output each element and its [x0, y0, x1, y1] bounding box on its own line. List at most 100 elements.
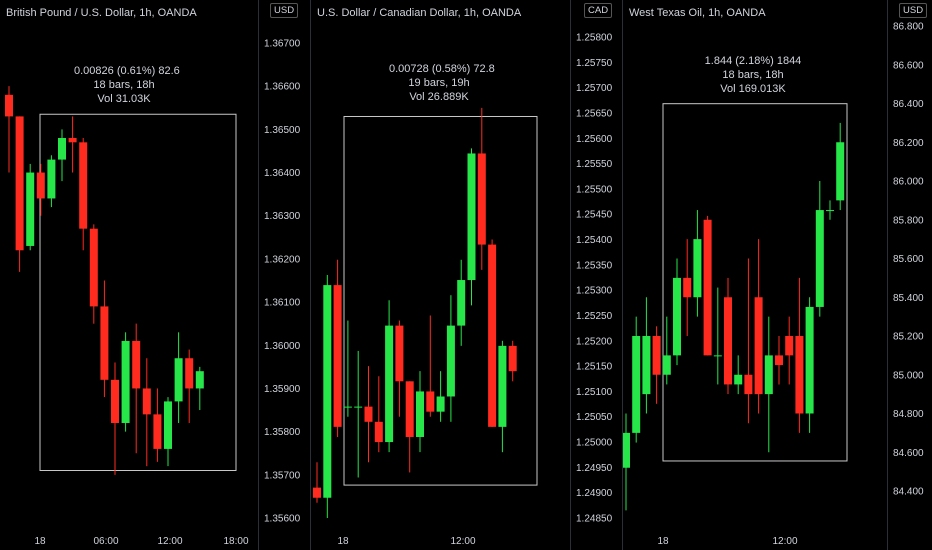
price-axis-label: 1.36600 [264, 82, 301, 93]
price-axis-label: 1.35800 [264, 427, 301, 438]
measure-box [662, 103, 848, 462]
chart-panel-usdcad[interactable]: 18 12:00 U.S. Dollar / Canadian Dollar, 1… [311, 0, 570, 550]
currency-label[interactable]: USD [899, 3, 928, 18]
candle-up [354, 406, 363, 408]
chart-title: British Pound / U.S. Dollar, 1h, OANDA [6, 7, 197, 19]
candle-up [498, 345, 507, 427]
candle-up [734, 374, 743, 385]
price-axis-label: 1.24900 [576, 488, 613, 499]
candle-up [416, 391, 424, 437]
price-axis-label: 1.25000 [576, 438, 613, 449]
price-axis-label: 1.25750 [576, 58, 613, 69]
candle-up [805, 306, 814, 414]
price-axis-label: 1.25600 [576, 134, 613, 145]
price-axis-usdcad[interactable]: 1.25800 1.25750 1.25700 1.25650 1.25600 1.255… [570, 0, 622, 550]
candle-down [153, 414, 162, 449]
candle-up [26, 172, 35, 246]
price-axis-label: 1.24850 [576, 514, 613, 525]
price-axis-label: 1.25500 [576, 184, 613, 195]
price-axis-label: 1.25650 [576, 108, 613, 119]
price-axis-label: 1.25550 [576, 159, 613, 170]
price-axis-label: 1.36000 [264, 341, 301, 352]
price-axis-label: 84.400 [893, 487, 924, 498]
price-axis-label: 86.000 [893, 177, 924, 188]
measure-bars: 18 bars, 18h [93, 79, 155, 91]
time-axis-label: 18 [337, 536, 349, 547]
measure-volume: Vol 31.03K [97, 93, 151, 105]
price-axis-label: 1.35900 [264, 384, 301, 395]
candle-down [79, 142, 88, 229]
measure-info: 1.844 (2.18%) 1844 18 bars, 18h Vol 169.… [703, 54, 803, 96]
price-axis-label: 1.35600 [264, 514, 301, 525]
measure-change: 1.844 (2.18%) 1844 [704, 55, 802, 67]
time-axis-label: 12:00 [772, 536, 797, 547]
panel-divider[interactable] [310, 0, 311, 550]
price-axis-label: 1.25100 [576, 387, 613, 398]
candle-down [364, 406, 373, 422]
candle-down [477, 153, 486, 245]
price-axis-gbpusd[interactable]: 1.36700 1.36600 1.36500 1.36400 1.36300 1.362… [258, 0, 310, 550]
price-axis-label: 1.36500 [264, 125, 301, 136]
price-axis-label: 1.25400 [576, 235, 613, 246]
candle-up [121, 340, 130, 423]
measure-change: 0.00826 (0.61%) 82.6 [74, 65, 180, 77]
price-axis-label: 1.25050 [576, 412, 613, 423]
candle-down [5, 94, 13, 117]
candle-up [693, 239, 702, 298]
panel-divider[interactable] [622, 0, 623, 550]
panel-divider [258, 0, 259, 550]
candle-up [836, 142, 845, 201]
candle-down [142, 388, 151, 415]
candle-up [323, 285, 332, 498]
candle-up [632, 336, 641, 433]
currency-label[interactable]: CAD [584, 3, 613, 18]
price-axis-wtico[interactable]: 86.800 86.600 86.400 86.200 86.000 85.800 85.6… [887, 0, 932, 550]
candle-up [47, 159, 56, 199]
candle-up [446, 325, 455, 397]
measure-volume: Vol 169.013K [720, 83, 786, 95]
price-axis-label: 1.36300 [264, 211, 301, 222]
currency-label[interactable]: USD [270, 3, 299, 18]
candle-up [826, 210, 834, 212]
candle-down [111, 379, 119, 423]
candles-usdcad[interactable]: 18 12:00 [311, 0, 570, 550]
candle-down [488, 244, 497, 427]
price-axis-label: 85.400 [893, 293, 924, 304]
chart-panel-wtico[interactable]: 18 12:00 West Texas Oil, 1h, OANDA 1.844 … [623, 0, 887, 550]
price-axis-label: 1.36200 [264, 254, 301, 265]
time-axis-label: 06:00 [93, 536, 118, 547]
candle-down [683, 277, 692, 298]
candle-down [405, 381, 414, 437]
candle-up [713, 355, 722, 357]
candle-up [662, 355, 671, 375]
candle-up [623, 432, 630, 468]
candle-down [68, 138, 77, 143]
candle-up [343, 406, 352, 408]
price-axis-label: 86.400 [893, 99, 924, 110]
chart-panel-gbpusd[interactable]: 18 06:00 12:00 18:00 British Pound / U.S. D… [0, 0, 258, 550]
candle-up [436, 396, 445, 412]
candle-down [313, 487, 321, 498]
price-axis-label: 86.600 [893, 60, 924, 71]
panel-divider [887, 0, 888, 550]
price-axis-label: 1.25200 [576, 336, 613, 347]
candle-down [754, 297, 763, 395]
price-axis-label: 84.800 [893, 409, 924, 420]
candle-down [426, 391, 435, 412]
candle-down [744, 374, 753, 395]
candle-down [89, 228, 98, 307]
price-axis-label: 1.24950 [576, 463, 613, 474]
candle-down [775, 355, 783, 366]
chart-title: West Texas Oil, 1h, OANDA [629, 7, 766, 19]
time-axis-label: 18:00 [223, 536, 248, 547]
candle-down [15, 116, 24, 251]
candles-gbpusd[interactable]: 18 06:00 12:00 18:00 [0, 0, 258, 550]
candle-down [185, 358, 194, 389]
price-axis-label: 85.200 [893, 332, 924, 343]
candle-down [333, 285, 342, 427]
candle-down [100, 306, 109, 380]
price-axis-label: 1.36700 [264, 39, 301, 50]
candle-down [724, 297, 732, 385]
price-axis-label: 85.800 [893, 215, 924, 226]
candles-wtico[interactable]: 18 12:00 [623, 0, 887, 550]
